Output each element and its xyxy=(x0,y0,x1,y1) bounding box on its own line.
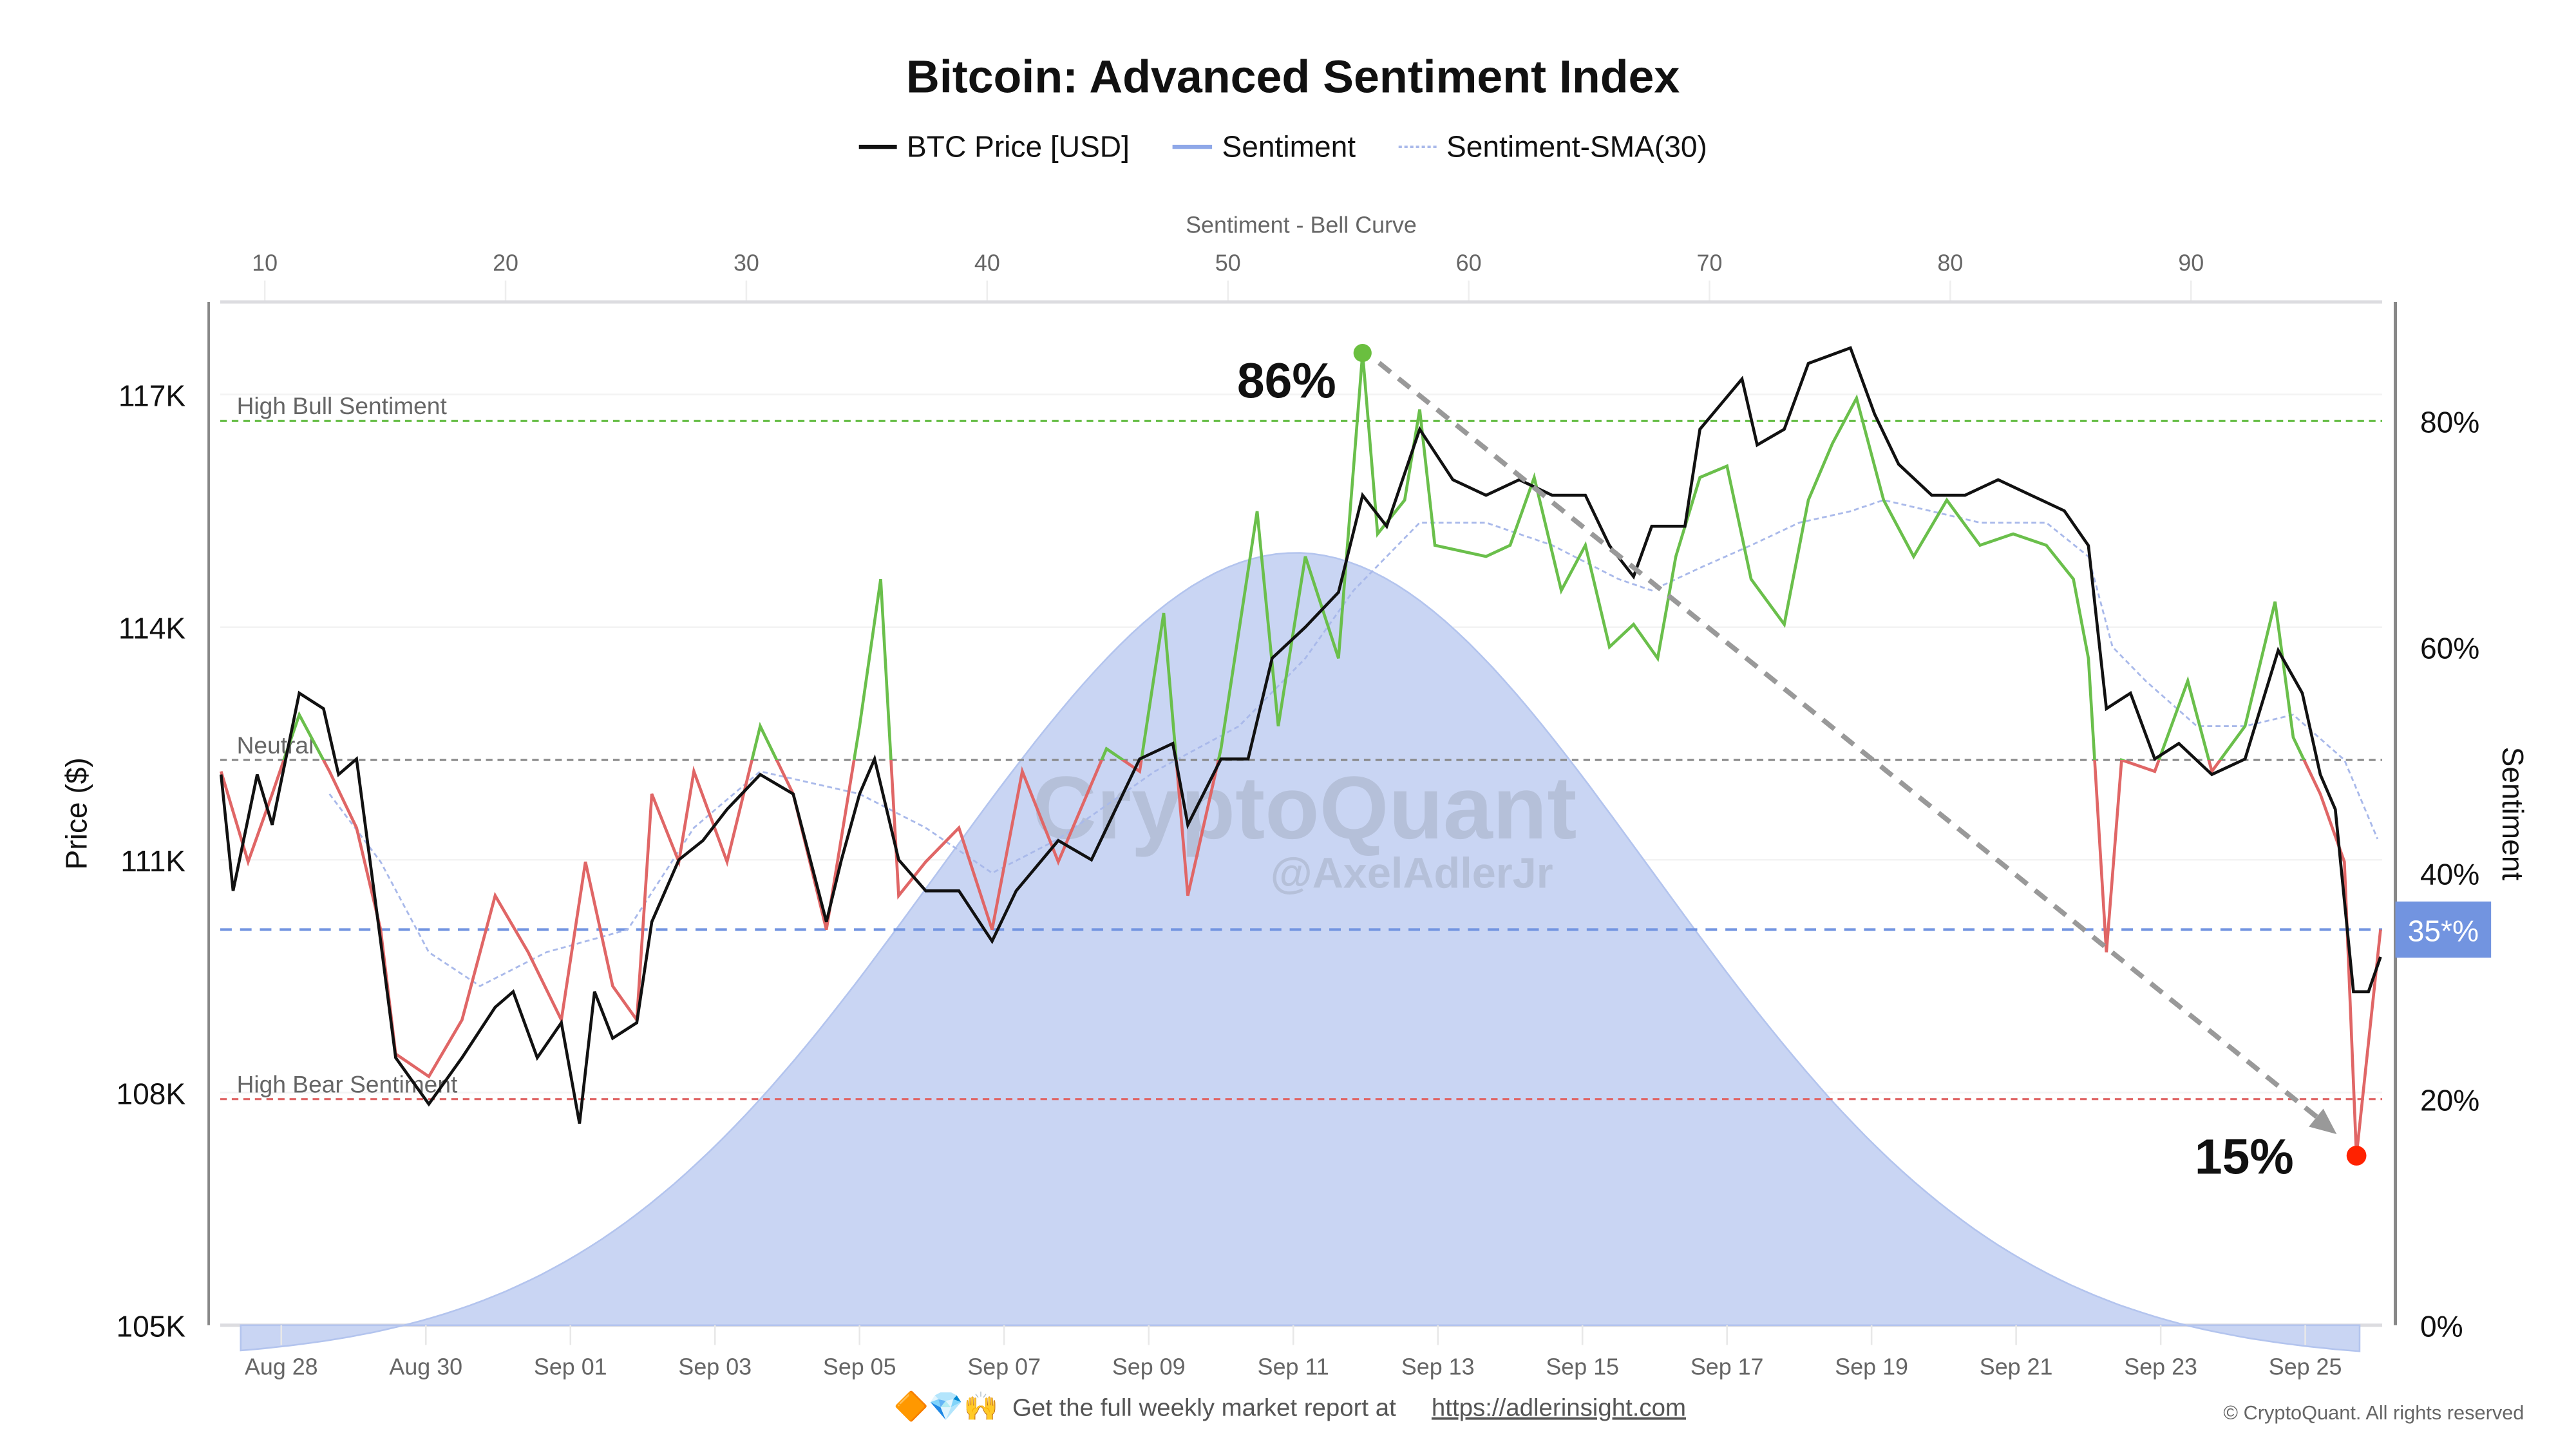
top-axis-tick-label: 40 xyxy=(974,250,1000,276)
x-axis-tick-label: Aug 30 xyxy=(389,1354,462,1380)
current-sentiment-badge xyxy=(2395,901,2492,958)
right-axis-tick-label: 60% xyxy=(2420,631,2479,665)
sentiment-line-bullish xyxy=(282,352,2306,761)
top-axis-tick-label: 30 xyxy=(734,250,759,276)
x-axis-tick-label: Aug 28 xyxy=(245,1354,318,1380)
x-axis-tick-label: Sep 19 xyxy=(1835,1354,1908,1380)
x-axis-tick-label: Sep 17 xyxy=(1690,1354,1764,1380)
x-axis-tick-label: Sep 15 xyxy=(1546,1354,1619,1380)
footer: 🔶💎🙌 Get the full weekly market report at… xyxy=(894,1390,2524,1424)
right-axis-title: Sentiment xyxy=(2496,747,2530,881)
legend-label-price[interactable]: BTC Price [USD] xyxy=(907,129,1130,163)
left-axis-tick-label: 117K xyxy=(118,379,186,412)
left-axis-tick-label: 108K xyxy=(116,1077,185,1110)
trend-arrow-line xyxy=(1377,361,2332,1130)
right-axis: 80% 60% 40% 20% 0% xyxy=(2420,405,2479,1343)
top-axis-title: Sentiment - Bell Curve xyxy=(1186,212,1417,238)
low-sentiment-marker xyxy=(2346,1146,2367,1166)
top-axis-tick-label: 20 xyxy=(493,250,518,276)
x-axis-tick-label: Sep 07 xyxy=(967,1354,1041,1380)
x-axis-tick-label: Sep 13 xyxy=(1401,1354,1475,1380)
left-axis-title: Price ($) xyxy=(59,757,93,869)
x-axis-tick-label: Sep 03 xyxy=(678,1354,752,1380)
sma-point xyxy=(2343,759,2345,761)
left-axis: 117K 114K 111K 108K 105K xyxy=(116,379,185,1343)
sma-point xyxy=(1978,521,1981,524)
top-axis-tick-label: 50 xyxy=(1215,250,1241,276)
peak-sentiment-marker xyxy=(1353,344,1372,363)
annotations: 86% 15% xyxy=(1237,344,2367,1185)
legend: BTC Price [USD] Sentiment Sentiment-SMA(… xyxy=(858,129,1707,163)
copyright: © CryptoQuant. All rights reserved xyxy=(2223,1401,2524,1424)
sentiment-line-bearish xyxy=(220,760,2382,1156)
reference-label: Neutral xyxy=(237,732,314,759)
reference-label: High Bull Sentiment xyxy=(237,392,448,419)
sentiment-sma-line xyxy=(328,499,2379,987)
sma-point xyxy=(1931,510,1933,513)
left-axis-tick-label: 114K xyxy=(118,612,186,645)
top-axis-tick-label: 10 xyxy=(252,250,278,276)
footer-link[interactable]: https://adlerinsight.com xyxy=(1432,1394,1686,1422)
right-axis-tick-label: 80% xyxy=(2420,405,2479,439)
x-axis-tick-label: Sep 01 xyxy=(534,1354,607,1380)
legend-label-sma[interactable]: Sentiment-SMA(30) xyxy=(1446,129,1707,163)
current-sentiment-value: 35*% xyxy=(2408,914,2479,947)
watermark: CryptoQuant @AxelAdlerJr xyxy=(1032,759,1577,898)
right-axis-tick-label: 20% xyxy=(2420,1084,2479,1117)
x-axis-tick-label: Sep 21 xyxy=(1980,1354,2053,1380)
top-axis-tick-label: 60 xyxy=(1456,250,1482,276)
sma-point xyxy=(2045,521,2047,524)
top-axis-tick-label: 80 xyxy=(1937,250,1963,276)
right-axis-tick-label: 0% xyxy=(2420,1310,2463,1343)
left-axis-tick-label: 111K xyxy=(120,844,185,878)
chart-title: Bitcoin: Advanced Sentiment Index xyxy=(906,52,1680,103)
top-axis: 10 20 30 40 50 60 70 80 90 xyxy=(252,250,2204,302)
footer-text: Get the full weekly market report at xyxy=(1012,1394,1396,1422)
top-axis-tick-label: 90 xyxy=(2178,250,2204,276)
x-axis-tick-label: Sep 25 xyxy=(2269,1354,2342,1380)
x-axis: Aug 28 Aug 30 Sep 01 Sep 03 Sep 05 Sep 07 Sep … xyxy=(245,1325,2342,1380)
sma-point xyxy=(1484,521,1487,524)
low-sentiment-label: 15% xyxy=(2195,1130,2294,1185)
bell-curve-area xyxy=(240,552,2361,1352)
x-axis-tick-label: Sep 11 xyxy=(1258,1354,1329,1380)
top-axis-tick-label: 70 xyxy=(1697,250,1723,276)
watermark-brand: CryptoQuant xyxy=(1032,759,1577,858)
trend-arrow-head-icon xyxy=(2309,1108,2337,1135)
left-axis-tick-label: 105K xyxy=(116,1310,185,1343)
x-axis-tick-label: Sep 23 xyxy=(2124,1354,2197,1380)
peak-sentiment-label: 86% xyxy=(1237,353,1336,408)
x-axis-tick-label: Sep 05 xyxy=(823,1354,896,1380)
footer-emoji: 🔶💎🙌 xyxy=(894,1390,999,1423)
watermark-handle: @AxelAdlerJr xyxy=(1271,850,1553,898)
btc-price-line xyxy=(219,346,2382,1124)
right-axis-tick-label: 40% xyxy=(2420,858,2479,891)
legend-label-sentiment[interactable]: Sentiment xyxy=(1222,129,1356,163)
x-axis-tick-label: Sep 09 xyxy=(1112,1354,1186,1380)
